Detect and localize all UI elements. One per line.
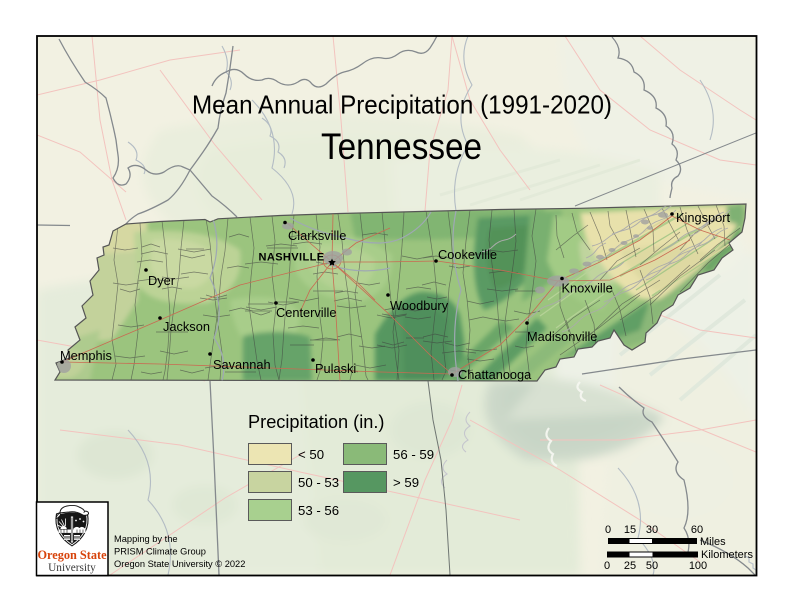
svg-text:50 - 53: 50 - 53	[298, 475, 339, 490]
svg-text:Cookeville: Cookeville	[438, 247, 497, 262]
svg-text:NASHVILLE: NASHVILLE	[259, 252, 325, 264]
svg-text:Precipitation (in.): Precipitation (in.)	[248, 412, 384, 432]
svg-text:15: 15	[624, 524, 636, 536]
svg-text:PRISM Climate Group: PRISM Climate Group	[114, 547, 206, 557]
svg-text:Savannah: Savannah	[213, 357, 271, 372]
svg-text:Knoxville: Knoxville	[562, 281, 613, 296]
svg-text:Tennessee: Tennessee	[321, 126, 482, 167]
svg-text:100: 100	[689, 560, 707, 572]
svg-text:Mapping by the: Mapping by the	[114, 534, 178, 544]
svg-text:Chattanooga: Chattanooga	[458, 367, 532, 382]
svg-text:0: 0	[605, 524, 611, 536]
svg-text:56 - 59: 56 - 59	[393, 447, 434, 462]
svg-text:53 - 56: 53 - 56	[298, 503, 339, 518]
svg-text:> 59: > 59	[393, 475, 419, 490]
svg-text:Kilometers: Kilometers	[701, 549, 753, 561]
svg-text:Woodbury: Woodbury	[390, 298, 449, 313]
svg-text:Centerville: Centerville	[276, 305, 336, 320]
svg-text:Mean Annual Precipitation (199: Mean Annual Precipitation (1991-2020)	[192, 90, 612, 120]
svg-text:< 50: < 50	[298, 447, 324, 462]
svg-text:Dyer: Dyer	[148, 273, 176, 288]
svg-text:Memphis: Memphis	[60, 348, 112, 363]
svg-text:50: 50	[646, 560, 658, 572]
svg-text:Oregon State University © 2022: Oregon State University © 2022	[114, 559, 245, 569]
svg-text:Pulaski: Pulaski	[315, 361, 356, 376]
svg-text:Clarksville: Clarksville	[288, 228, 346, 243]
svg-text:Oregon State: Oregon State	[37, 548, 107, 562]
svg-text:30: 30	[646, 524, 658, 536]
svg-text:Madisonville: Madisonville	[527, 329, 597, 344]
svg-text:0: 0	[604, 560, 610, 572]
svg-text:Jackson: Jackson	[163, 319, 210, 334]
svg-text:60: 60	[691, 524, 703, 536]
svg-text:Kingsport: Kingsport	[676, 210, 731, 225]
svg-text:University: University	[48, 562, 96, 574]
svg-text:Miles: Miles	[700, 536, 726, 548]
svg-text:25: 25	[624, 560, 636, 572]
